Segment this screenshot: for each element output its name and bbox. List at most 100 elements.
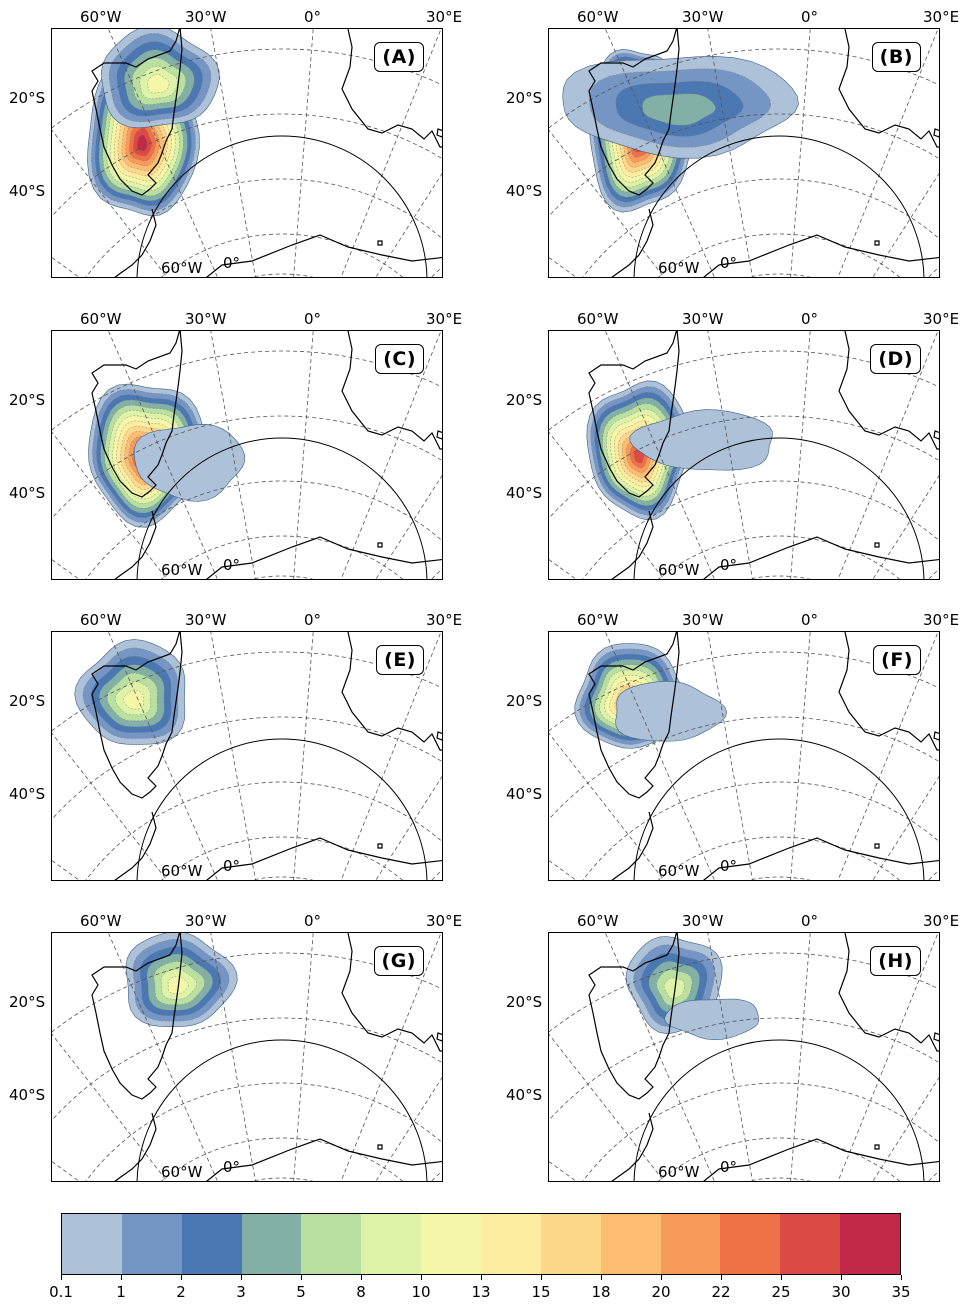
coastline-island (874, 240, 880, 246)
colorbar-segment (121, 1214, 182, 1274)
graticule (549, 933, 939, 1181)
map-frame: (H) (548, 932, 940, 1182)
coastlines (588, 632, 939, 880)
coastline-island (874, 542, 880, 548)
latitude-label: 40°S (9, 182, 46, 200)
longitude-label: 60°W (577, 611, 619, 629)
pole-meridian-label: 60°W (161, 561, 203, 579)
latitude-label: 40°S (9, 785, 46, 803)
meridian-line (52, 1033, 168, 1181)
coastline-south-america (91, 29, 183, 196)
map-panel-f: (F) 60°W 30°W 0° 30°E 20°S 40°S 60°W 0° (506, 611, 959, 881)
meridian-line (52, 431, 168, 579)
colorbar-segment (540, 1214, 601, 1274)
meridian-line (872, 172, 939, 277)
coastline-antarctica (206, 234, 442, 277)
colorbar-tick (900, 1275, 902, 1280)
coastline-africa (838, 632, 939, 751)
meridian-line (210, 331, 256, 579)
coastline-antarctica (206, 837, 442, 880)
colorbar-tick-label: 0.1 (49, 1283, 73, 1301)
latitude-circle (658, 1137, 900, 1181)
map-canvas (549, 331, 939, 579)
coastline-madagascar (933, 1032, 939, 1042)
longitude-label: 30°W (682, 611, 724, 629)
graticule (52, 29, 442, 277)
meridian-line (340, 632, 442, 880)
coastline-peninsula (611, 510, 654, 579)
map-frame: (C) (51, 330, 443, 580)
colorbar-tick (780, 1275, 782, 1280)
map-canvas (549, 632, 939, 880)
map-canvas (549, 29, 939, 277)
latitude-label: 20°S (9, 993, 46, 1011)
colorbar-segment (181, 1214, 242, 1274)
meridian-line (340, 933, 442, 1181)
colorbar: 0.1 1 2 3 5 8 10 13 15 18 20 22 25 30 35 (49, 1213, 911, 1301)
longitude-label: 30°E (923, 8, 960, 26)
density-field (88, 383, 246, 528)
pole-meridian-label: 0° (720, 1158, 738, 1176)
map-frame: (G) (51, 932, 443, 1182)
pole-meridian-label: 0° (223, 254, 241, 272)
map-panel-h: (H) 60°W 30°W 0° 30°E 20°S 40°S 60°W 0° (506, 912, 959, 1182)
density-contour (136, 134, 148, 152)
colorbar-tick (840, 1275, 842, 1280)
meridian-line (210, 933, 256, 1181)
longitude-label: 60°W (80, 8, 122, 26)
pole-meridian-label: 0° (720, 857, 738, 875)
coastline-south-america (91, 331, 183, 498)
colorbar-tick-label: 5 (296, 1283, 306, 1301)
pole-meridian-label: 60°W (658, 1163, 700, 1181)
latitude-circle (52, 350, 442, 431)
meridian-line (707, 632, 753, 880)
colorbar-tick (540, 1275, 542, 1280)
coastline-madagascar (436, 1032, 442, 1042)
latitude-label: 20°S (506, 391, 543, 409)
coastlines (91, 331, 442, 579)
longitude-label: 60°W (80, 611, 122, 629)
latitude-label: 40°S (9, 1086, 46, 1104)
coastline-peninsula (114, 208, 157, 277)
colorbar-tick-label: 1 (116, 1283, 126, 1301)
longitude-label: 30°W (682, 8, 724, 26)
colorbar-tick (420, 1275, 422, 1280)
panel-label: (B) (871, 42, 921, 72)
meridian-line (52, 129, 168, 277)
pole-meridian-label: 0° (223, 857, 241, 875)
antarctic-circle (633, 738, 925, 880)
meridian-line (293, 331, 314, 579)
colorbar-segment (840, 1214, 901, 1274)
colorbar-tick (120, 1275, 122, 1280)
coastline-south-america (588, 29, 680, 196)
density-contour (147, 74, 170, 94)
latitude-circle (52, 952, 442, 1033)
map-frame: (E) (51, 631, 443, 881)
meridian-line (293, 933, 314, 1181)
meridian-line (210, 632, 256, 880)
pole-meridian-label: 60°W (161, 259, 203, 277)
meridian-line (790, 331, 811, 579)
meridian-line (790, 632, 811, 880)
meridian-line (549, 431, 665, 579)
coastline-antarctica (206, 536, 442, 579)
panel-label: (D) (870, 344, 921, 374)
density-field (586, 380, 773, 521)
coastline-peninsula (611, 811, 654, 880)
meridian-line (293, 29, 314, 277)
colorbar-tick (720, 1275, 722, 1280)
map-canvas (549, 933, 939, 1181)
map-panel-a: (A) 60°W 30°W 0° 30°E 20°S 40°S 60°W 0° (9, 8, 462, 278)
density-field (625, 936, 759, 1041)
meridian-line (293, 632, 314, 880)
coastline-peninsula (114, 811, 157, 880)
latitude-label: 40°S (506, 785, 543, 803)
colorbar-tick-label: 8 (356, 1283, 366, 1301)
coastline-africa (838, 29, 939, 148)
colorbar-tick-label: 30 (831, 1283, 851, 1301)
antarctic-circle (633, 1039, 925, 1181)
latitude-circle (52, 651, 442, 732)
map-frame: (B) (548, 28, 940, 278)
map-panel-d: (D) 60°W 30°W 0° 30°E 20°S 40°S 60°W 0° (506, 310, 959, 580)
longitude-label: 0° (304, 8, 322, 26)
